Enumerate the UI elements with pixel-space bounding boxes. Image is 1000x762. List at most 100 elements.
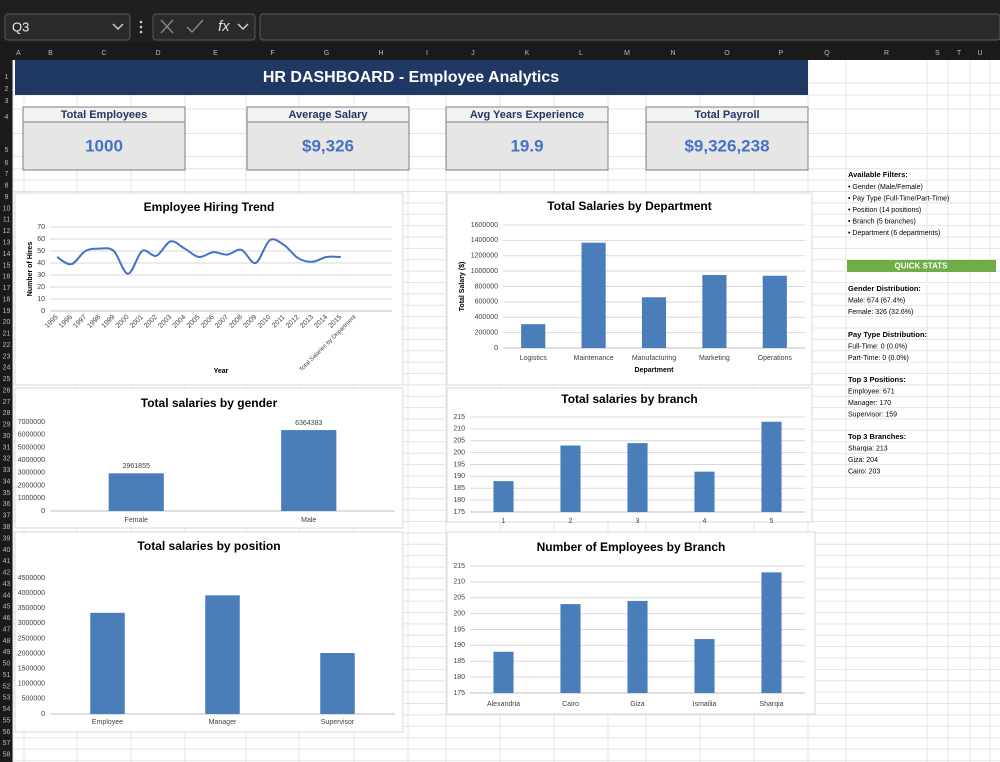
column-letter: U bbox=[977, 50, 982, 57]
bar bbox=[581, 242, 606, 348]
column-letter: K bbox=[525, 50, 530, 57]
y-tick-label: 30 bbox=[37, 272, 45, 279]
y-tick-label: 4500000 bbox=[18, 575, 45, 582]
y-tick-label: 175 bbox=[453, 690, 465, 697]
dashboard: HR DASHBOARD - Employee Analytics Total E… bbox=[14, 60, 996, 733]
bar bbox=[493, 481, 514, 512]
kpi-value: $9,326,238 bbox=[684, 136, 769, 155]
filter-item: • Pay Type (Full-Time/Part-Time) bbox=[848, 195, 949, 202]
row-number: 2 bbox=[5, 86, 9, 93]
row-number: 32 bbox=[3, 456, 11, 463]
formula-buttons bbox=[152, 13, 256, 41]
x-tick-label: Alexandria bbox=[487, 701, 520, 708]
column-letter: I bbox=[426, 50, 428, 57]
y-tick-label: 215 bbox=[453, 563, 465, 570]
y-tick-label: 0 bbox=[41, 508, 45, 515]
y-tick-label: 5000000 bbox=[18, 444, 45, 451]
row-number: 48 bbox=[3, 638, 11, 645]
chart-title: Number of Employees by Branch bbox=[537, 540, 726, 554]
row-number: 6 bbox=[5, 160, 9, 167]
fx-icon[interactable]: fx bbox=[218, 18, 230, 35]
y-tick-label: 0 bbox=[41, 308, 45, 315]
kpi-label: Average Salary bbox=[288, 109, 368, 121]
row-number: 4 bbox=[5, 114, 9, 121]
y-tick-label: 1000000 bbox=[471, 268, 498, 275]
column-header-band bbox=[0, 42, 1000, 60]
row-number: 42 bbox=[3, 570, 11, 577]
kpi-header bbox=[445, 106, 609, 123]
row-number: 31 bbox=[3, 444, 11, 451]
column-letter: Q bbox=[824, 50, 830, 57]
row-number: 14 bbox=[3, 251, 11, 258]
x-tick-label: 5 bbox=[770, 518, 774, 525]
row-number: 18 bbox=[3, 296, 11, 303]
bar bbox=[762, 275, 787, 348]
column-letter: P bbox=[779, 50, 784, 57]
dropdown-arrow[interactable] bbox=[237, 23, 249, 31]
y-tick-label: 175 bbox=[453, 509, 465, 516]
row-number: 26 bbox=[3, 387, 11, 394]
row-number: 50 bbox=[3, 661, 11, 668]
row-number: 17 bbox=[3, 285, 11, 292]
row-number: 54 bbox=[3, 706, 11, 713]
row-number: 20 bbox=[3, 319, 11, 326]
row-number: 46 bbox=[3, 615, 11, 622]
bar bbox=[694, 639, 715, 693]
bar bbox=[694, 471, 715, 512]
filter-item: • Gender (Male/Female) bbox=[848, 184, 923, 191]
x-tick-label: Female bbox=[125, 517, 148, 524]
x-tick-label: Operations bbox=[758, 355, 793, 362]
y-tick-label: 50 bbox=[37, 248, 45, 255]
y-tick-label: 1000000 bbox=[18, 495, 45, 502]
cancel-icon[interactable] bbox=[160, 19, 174, 34]
row-number: 27 bbox=[3, 399, 11, 406]
bar bbox=[627, 443, 648, 512]
filter-item: • Branch (5 branches) bbox=[848, 219, 916, 226]
row-number: 47 bbox=[3, 626, 11, 633]
stats-group-title: Gender Distribution: bbox=[848, 284, 921, 293]
row-number: 1 bbox=[5, 74, 9, 81]
kpi-label: Total Employees bbox=[61, 109, 148, 121]
x-tick-label: Ismailia bbox=[693, 701, 717, 708]
row-number: 8 bbox=[5, 183, 9, 190]
dashboard-title: HR DASHBOARD - Employee Analytics bbox=[263, 69, 559, 86]
column-letter: O bbox=[724, 50, 730, 57]
formula-bar[interactable] bbox=[259, 13, 1000, 41]
y-tick-label: 70 bbox=[37, 224, 45, 231]
x-tick-label: 2 bbox=[569, 518, 573, 525]
row-number: 53 bbox=[3, 695, 11, 702]
dropdown-arrow[interactable] bbox=[112, 23, 124, 31]
kpi-header bbox=[22, 106, 186, 123]
bar bbox=[560, 445, 581, 512]
y-tick-label: 3000000 bbox=[18, 470, 45, 477]
y-tick-label: 500000 bbox=[22, 696, 45, 703]
row-number: 51 bbox=[3, 672, 11, 679]
y-tick-label: 1000000 bbox=[18, 681, 45, 688]
y-tick-label: 1200000 bbox=[471, 253, 498, 260]
y-tick-label: 4000000 bbox=[18, 590, 45, 597]
y-tick-label: 600000 bbox=[475, 299, 498, 306]
column-letter: S bbox=[935, 50, 940, 57]
row-number: 34 bbox=[3, 478, 11, 485]
row-number: 10 bbox=[3, 205, 11, 212]
y-tick-label: 190 bbox=[453, 473, 465, 480]
y-tick-label: 2000000 bbox=[18, 650, 45, 657]
enter-icon[interactable] bbox=[186, 19, 204, 34]
y-tick-label: 205 bbox=[453, 595, 465, 602]
y-tick-label: 215 bbox=[453, 414, 465, 421]
x-tick-label: 4 bbox=[703, 518, 707, 525]
y-tick-label: 400000 bbox=[475, 314, 498, 321]
bar bbox=[560, 604, 581, 693]
chart-title: Total salaries by position bbox=[137, 539, 280, 553]
y-tick-label: 190 bbox=[453, 642, 465, 649]
row-number: 30 bbox=[3, 433, 11, 440]
name-box[interactable] bbox=[4, 13, 131, 41]
column-letter: H bbox=[378, 50, 383, 57]
more-icon[interactable] bbox=[139, 20, 143, 34]
bar bbox=[281, 430, 337, 511]
bar bbox=[627, 600, 648, 693]
x-axis-title: Department bbox=[635, 367, 675, 374]
y-tick-label: 3000000 bbox=[18, 620, 45, 627]
stats-item: Manager: 170 bbox=[848, 400, 891, 407]
row-number: 25 bbox=[3, 376, 11, 383]
